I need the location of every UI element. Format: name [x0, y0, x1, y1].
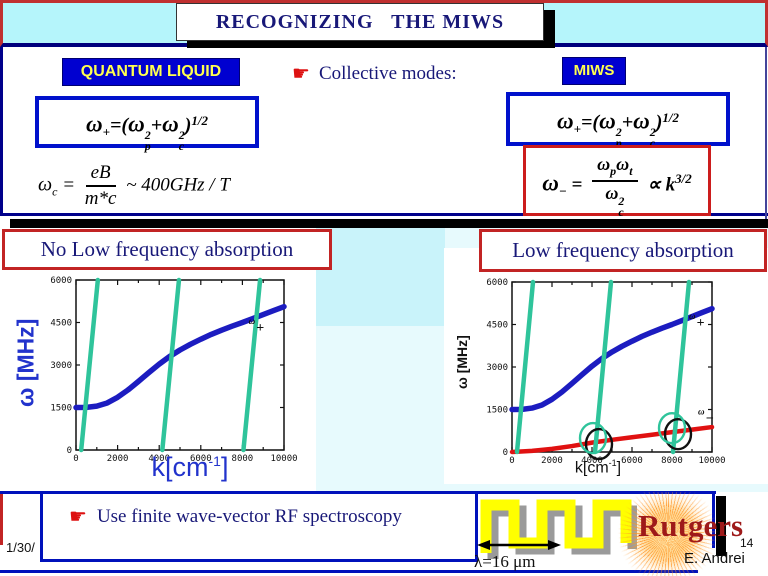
svg-text:4000: 4000 [148, 454, 170, 464]
sunburst-icon [612, 492, 724, 576]
right-chart-y-axis-label: ω [MHz] [454, 335, 470, 389]
svg-text:4500: 4500 [486, 321, 508, 331]
quantum-liquid-badge: QUANTUM LIQUID [62, 58, 240, 86]
svg-text:10000: 10000 [270, 454, 297, 464]
slide-date: 1/30/ [6, 540, 35, 555]
slide-bottom-border [0, 570, 698, 573]
wavelength-arrow [477, 540, 561, 550]
svg-text:2000: 2000 [107, 454, 129, 464]
slide-title: RECOGNIZING THE MIWS [176, 3, 544, 41]
meander-electrode-diagram [480, 499, 637, 559]
svg-text:6000: 6000 [50, 276, 72, 286]
pointing-hand-icon: ☛ [292, 63, 310, 85]
left-chart-y-axis-label: ω [MHz] [12, 318, 39, 408]
no-absorption-label: No Low frequency absorption [2, 229, 332, 270]
rutgers-logo: Rutgers 14 E. Andrei [612, 492, 768, 576]
left-chart-x-axis-label: k[cm-1] [151, 452, 229, 482]
svg-text:8000: 8000 [661, 456, 683, 466]
svg-text:6000: 6000 [486, 278, 508, 288]
rf-spectroscopy-note: Use finite wave-vector RF spectroscopy [96, 506, 402, 527]
main-right-border [765, 47, 767, 219]
panel-shadow [10, 219, 768, 228]
svg-text:4500: 4500 [50, 319, 72, 329]
svg-text:6000: 6000 [621, 456, 643, 466]
svg-text:4000: 4000 [581, 456, 603, 466]
svg-text:0: 0 [509, 456, 514, 466]
author-name: E. Andrei [684, 550, 745, 567]
svg-text:ω+: ω+ [249, 316, 265, 336]
svg-text:1500: 1500 [486, 406, 508, 416]
wavelength-label: λ=16 μm [474, 552, 536, 571]
svg-text:1500: 1500 [50, 404, 72, 414]
svg-text:ω−: ω− [698, 406, 714, 426]
svg-text:3000: 3000 [486, 363, 508, 373]
collective-modes-text: Collective modes: [318, 63, 457, 84]
svg-text:0: 0 [67, 446, 72, 456]
svg-text:2000: 2000 [541, 456, 563, 466]
omega-plus-formula-left: ω+=(ω 2 p +ω 2 c)1/2 [35, 96, 259, 152]
left-dispersion-chart: 0 2000 4000 6000 8000 10000 0 1500 3000 4500 6000 ω… [50, 276, 297, 464]
omega-plus-formula-right: ω+=(ω 2 p +ω 2 c)1/2 [506, 92, 730, 149]
absorption-label: Low frequency absorption [479, 229, 767, 272]
svg-text:0: 0 [73, 454, 78, 464]
cyclotron-frequency-formula: ωc = eB m*c ~ 400GHz / T [38, 162, 230, 209]
cyan-gap-block [316, 228, 445, 326]
svg-text:ω+: ω+ [689, 311, 705, 331]
right-chart-x-axis-label: k[cm-1] [574, 458, 622, 477]
page-number: 14 [740, 536, 754, 550]
svg-text:10000: 10000 [698, 456, 725, 466]
collective-modes-label: ☛ Collective modes: [292, 63, 457, 85]
omega-symbol: ω [85, 111, 103, 137]
pointing-hand-icon: ☛ [69, 506, 87, 528]
rutgers-logo-text: Rutgers [638, 508, 744, 543]
svg-text:0: 0 [503, 448, 508, 458]
svg-text:3000: 3000 [50, 361, 72, 371]
svg-text:8000: 8000 [232, 454, 254, 464]
miws-badge: MIWS [562, 57, 626, 85]
svg-text:6000: 6000 [190, 454, 212, 464]
rf-spectroscopy-note-box: ☛ Use finite wave-vector RF spectroscopy [40, 491, 478, 562]
left-red-edge [0, 494, 3, 545]
meander-line [480, 499, 632, 553]
right-dispersion-chart: 0 2000 4000 6000 8000 10000 0 1500 3000 4500 6000 ω… [486, 278, 725, 466]
